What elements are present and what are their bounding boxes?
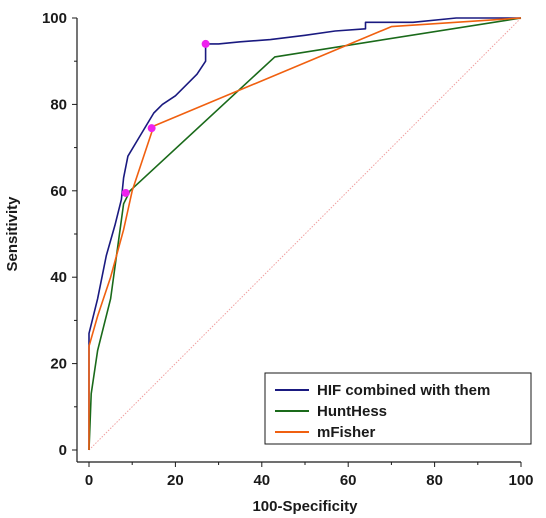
x-tick-label: 20	[167, 472, 184, 489]
optimal-points-layer	[121, 39, 210, 197]
x-tick-label: 80	[426, 472, 443, 489]
x-tick-label: 40	[253, 472, 270, 489]
axes	[76, 18, 521, 463]
x-tick-label: 60	[340, 472, 357, 489]
y-tick-label: 100	[42, 10, 67, 27]
x-tick-label: 100	[508, 472, 533, 489]
x-axis-title: 100-Specificity	[252, 498, 358, 515]
y-tick-label: 0	[59, 442, 67, 459]
series-line-3	[88, 17, 522, 450]
optimal-point-1	[201, 39, 210, 48]
legend-items: HIF combined with them HuntHess mFisher	[275, 382, 490, 441]
series-line-2	[88, 17, 522, 451]
x-tick-label: 0	[85, 472, 93, 489]
y-tick-label: 60	[50, 183, 67, 200]
y-tick-label: 80	[50, 96, 67, 113]
optimal-point-2	[121, 188, 130, 197]
legend: HIF combined with them HuntHess mFisher	[264, 372, 532, 445]
legend-label-1: HIF combined with them	[317, 382, 490, 399]
y-tick-label: 40	[50, 269, 67, 286]
y-axis-ticks: 0 20 40 60 80 100	[42, 10, 77, 459]
x-axis-ticks: 0 20 40 60 80 100	[85, 462, 534, 489]
optimal-point-3	[147, 124, 156, 133]
legend-label-2: HuntHess	[317, 403, 387, 420]
y-tick-label: 20	[50, 356, 67, 373]
series-layer	[88, 17, 522, 451]
y-axis-title: Sensitivity	[4, 196, 21, 272]
legend-box	[264, 372, 532, 445]
legend-label-3: mFisher	[317, 424, 376, 441]
series-line-1	[88, 17, 521, 450]
